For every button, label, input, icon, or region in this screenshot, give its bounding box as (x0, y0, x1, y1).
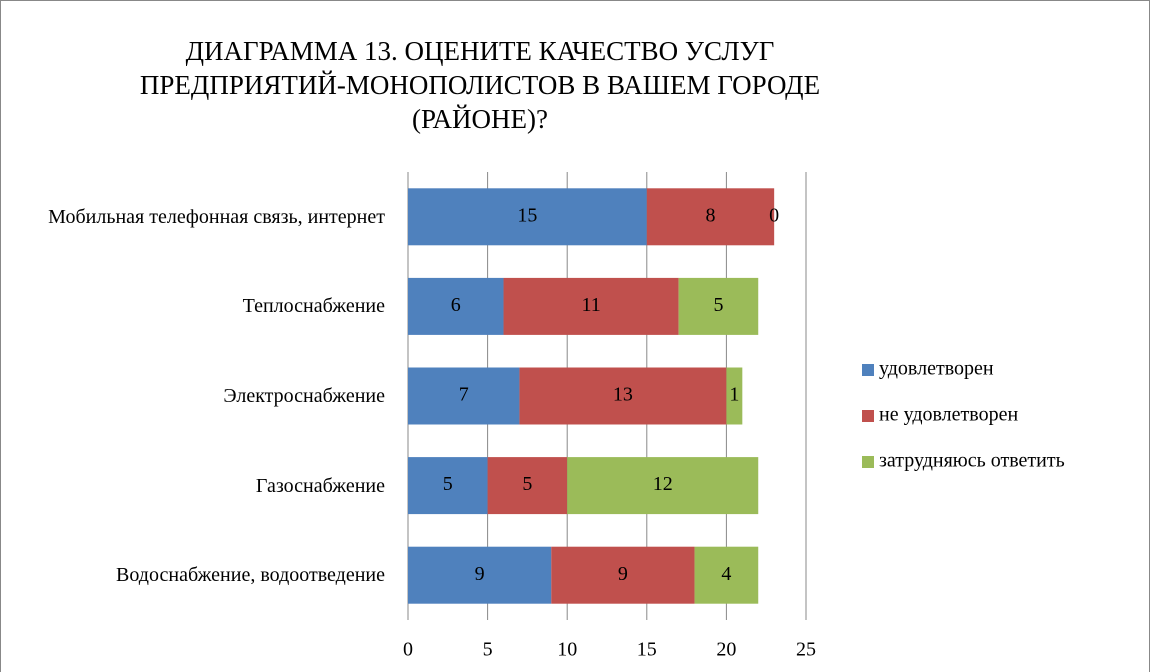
y-tick-label: Водоснабжение, водоотведение (116, 564, 385, 587)
data-label: 15 (517, 204, 537, 226)
bar (408, 277, 504, 335)
bar (408, 457, 488, 515)
data-label: 6 (451, 294, 461, 316)
bar (408, 367, 520, 425)
x-tick-label: 25 (796, 639, 816, 661)
data-label: 12 (653, 473, 673, 495)
x-tick-label: 20 (716, 639, 736, 661)
data-label: 1 (729, 384, 739, 406)
data-label: 7 (459, 384, 469, 406)
bar (694, 546, 759, 604)
bar (408, 546, 552, 604)
data-label: 13 (613, 384, 633, 406)
x-tick-label: 0 (403, 639, 413, 661)
bar (408, 188, 647, 246)
y-tick-label: Электроснабжение (223, 385, 385, 407)
x-tick-label: 5 (483, 639, 493, 661)
data-label: 5 (443, 473, 453, 495)
bar (726, 367, 743, 425)
x-tick-label: 10 (557, 639, 577, 661)
data-label: 9 (618, 563, 628, 585)
legend-label: затрудняюсь ответить (879, 450, 1065, 472)
bar (519, 367, 727, 425)
data-label: 9 (475, 563, 485, 585)
bar (487, 457, 568, 515)
y-tick-label: Мобильная телефонная связь, интернет (48, 205, 385, 228)
data-label: 5 (713, 294, 723, 316)
chart-title: ДИАГРАММА 13. ОЦЕНИТЕ КАЧЕСТВО УСЛУГ ПРЕ… (139, 36, 821, 134)
legend-swatch (862, 456, 874, 468)
bar (678, 277, 759, 335)
bar (567, 457, 759, 515)
data-label: 5 (522, 473, 532, 495)
bar (551, 546, 695, 604)
data-label: 8 (705, 204, 715, 226)
y-tick-label: Теплоснабжение (242, 295, 385, 318)
y-tick-label: Газоснабжение (255, 474, 385, 497)
data-label: 0 (769, 204, 779, 226)
data-label: 11 (581, 294, 600, 316)
legend-swatch (862, 364, 874, 376)
legend-label: не удовлетворен (879, 404, 1018, 426)
x-tick-label: 15 (637, 639, 657, 661)
legend-label: удовлетворен (879, 358, 994, 380)
bar (503, 277, 679, 335)
legend-swatch (862, 410, 874, 422)
bar (646, 188, 775, 246)
data-label: 4 (721, 563, 731, 585)
